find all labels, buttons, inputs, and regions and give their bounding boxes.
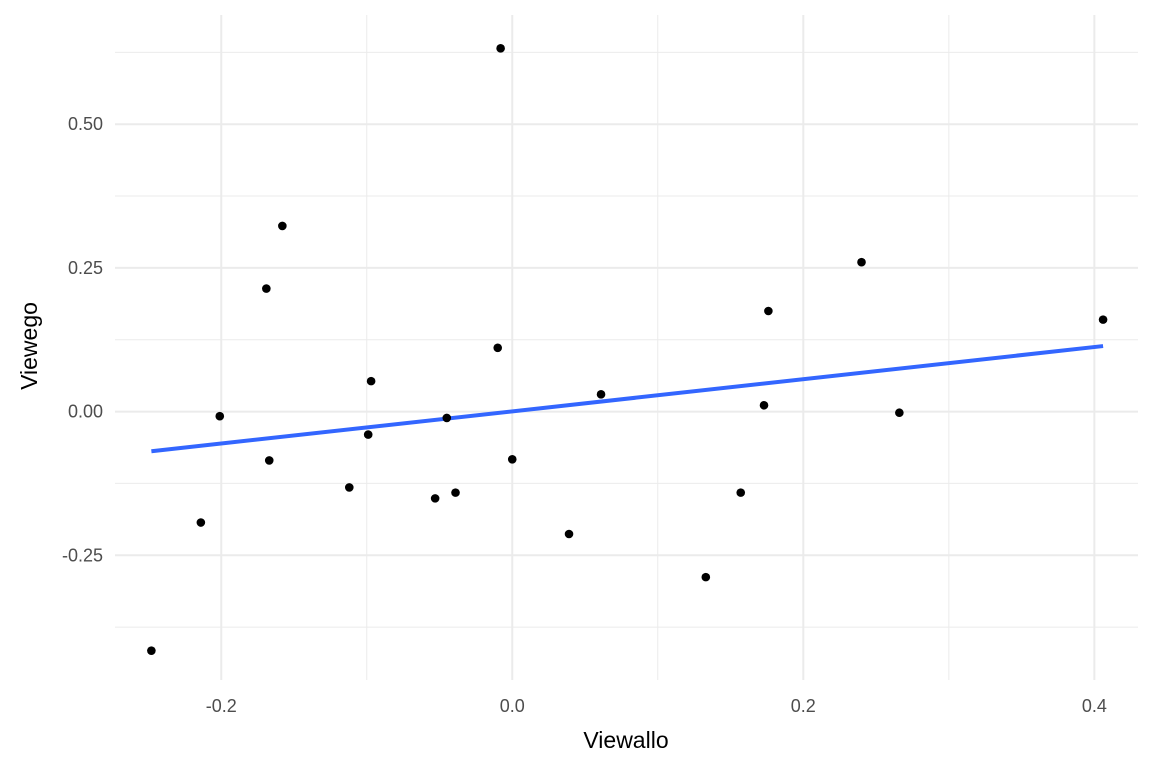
data-point — [215, 411, 225, 421]
x-tick-label: 0.4 — [1082, 696, 1107, 716]
data-point — [344, 483, 354, 492]
regression-line — [151, 344, 1104, 454]
data-point — [596, 390, 606, 399]
data-point — [363, 430, 373, 439]
data-point — [442, 413, 452, 423]
data-point — [564, 529, 574, 539]
data-point — [278, 221, 287, 231]
data-point — [366, 376, 376, 386]
data-point — [451, 488, 460, 497]
y-tick-label: 0.00 — [68, 402, 103, 422]
data-point — [736, 488, 746, 497]
x-tick-label: 0.0 — [500, 696, 525, 716]
x-axis-title: Viewallo — [583, 727, 668, 753]
y-tick-label: 0.50 — [68, 114, 103, 134]
data-point — [264, 456, 274, 465]
data-point — [507, 454, 517, 464]
data-point — [147, 646, 156, 655]
x-tick-label: 0.2 — [791, 696, 816, 716]
data-point — [430, 494, 440, 503]
major-gridlines — [115, 15, 1138, 680]
x-tick-labels: -0.2 0.0 0.2 0.4 — [206, 696, 1107, 716]
minor-gridlines — [115, 15, 1138, 680]
data-point — [1098, 315, 1108, 324]
data-point — [895, 408, 904, 418]
data-point — [496, 44, 505, 53]
points-layer — [147, 44, 1108, 655]
x-tick-label: -0.2 — [206, 696, 237, 716]
y-tick-label: 0.25 — [68, 258, 103, 278]
fit-line-layer — [151, 344, 1104, 454]
y-tick-labels: -0.25 0.00 0.25 0.50 — [62, 114, 103, 565]
data-point — [764, 306, 773, 316]
data-point — [196, 518, 206, 527]
y-tick-label: -0.25 — [62, 545, 103, 565]
data-point — [701, 572, 711, 582]
y-axis-title: Viewego — [16, 302, 42, 390]
data-point — [759, 400, 769, 410]
data-point — [857, 257, 866, 267]
data-point — [262, 284, 271, 293]
data-point — [493, 343, 503, 353]
